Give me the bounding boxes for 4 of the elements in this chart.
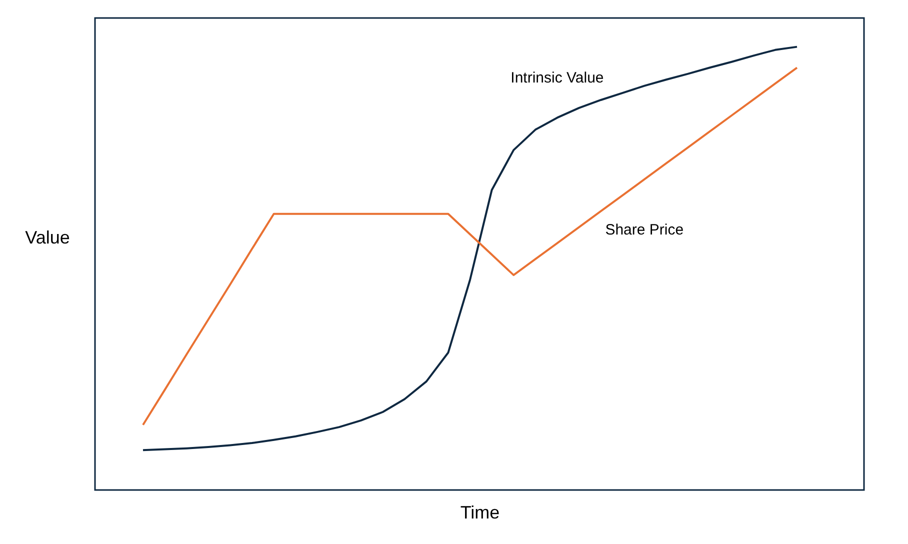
x-axis-title: Time (460, 502, 500, 522)
series-label: Intrinsic Value (510, 70, 604, 87)
y-axis-title: Value (25, 228, 70, 248)
series-label: Share Price (605, 221, 684, 238)
